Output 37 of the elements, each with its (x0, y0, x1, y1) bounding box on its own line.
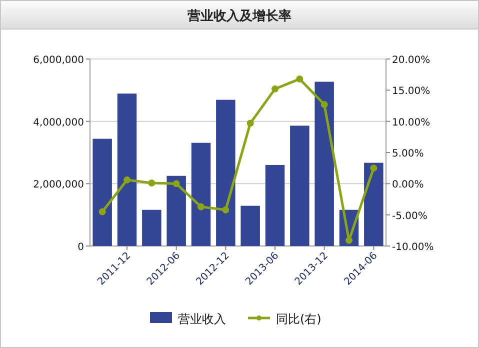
bar (117, 94, 137, 246)
point (296, 75, 304, 82)
bar (142, 210, 162, 246)
point (320, 101, 328, 108)
bar (290, 126, 310, 246)
bar (166, 176, 186, 246)
y2-tick-label: 10.00% (392, 117, 430, 128)
bar (240, 206, 260, 246)
point (172, 180, 180, 188)
bar (265, 164, 285, 246)
point (98, 208, 106, 216)
legend-label: 营业收入 (178, 312, 226, 326)
y2-tick-label: 5.00% (392, 148, 424, 160)
point (370, 164, 378, 172)
y2-tick-label: -10.00% (392, 242, 434, 253)
point (124, 176, 130, 184)
point (198, 203, 204, 210)
y2-tick-label: -5.00% (392, 210, 428, 222)
point (346, 236, 352, 244)
chart-title: 营业收入及增长率 (186, 8, 292, 24)
y2-tick-label: 15.00% (392, 86, 430, 98)
y-tick-label: 6,000,000 (33, 55, 84, 66)
legend-label: 同比(右) (276, 312, 322, 326)
point (148, 180, 156, 187)
bar (314, 82, 334, 246)
bar (191, 142, 211, 246)
bar (216, 100, 236, 246)
point (272, 85, 278, 92)
point (222, 206, 230, 214)
bar (92, 138, 112, 246)
bar (364, 162, 384, 246)
y2-tick-label: 20.00% (392, 55, 430, 66)
point (246, 120, 254, 127)
y2-tick-label: 0.00% (392, 180, 424, 191)
y-tick-label: 0 (78, 242, 84, 253)
y-tick-label: 2,000,000 (33, 180, 84, 191)
y-tick-label: 4,000,000 (33, 117, 84, 128)
